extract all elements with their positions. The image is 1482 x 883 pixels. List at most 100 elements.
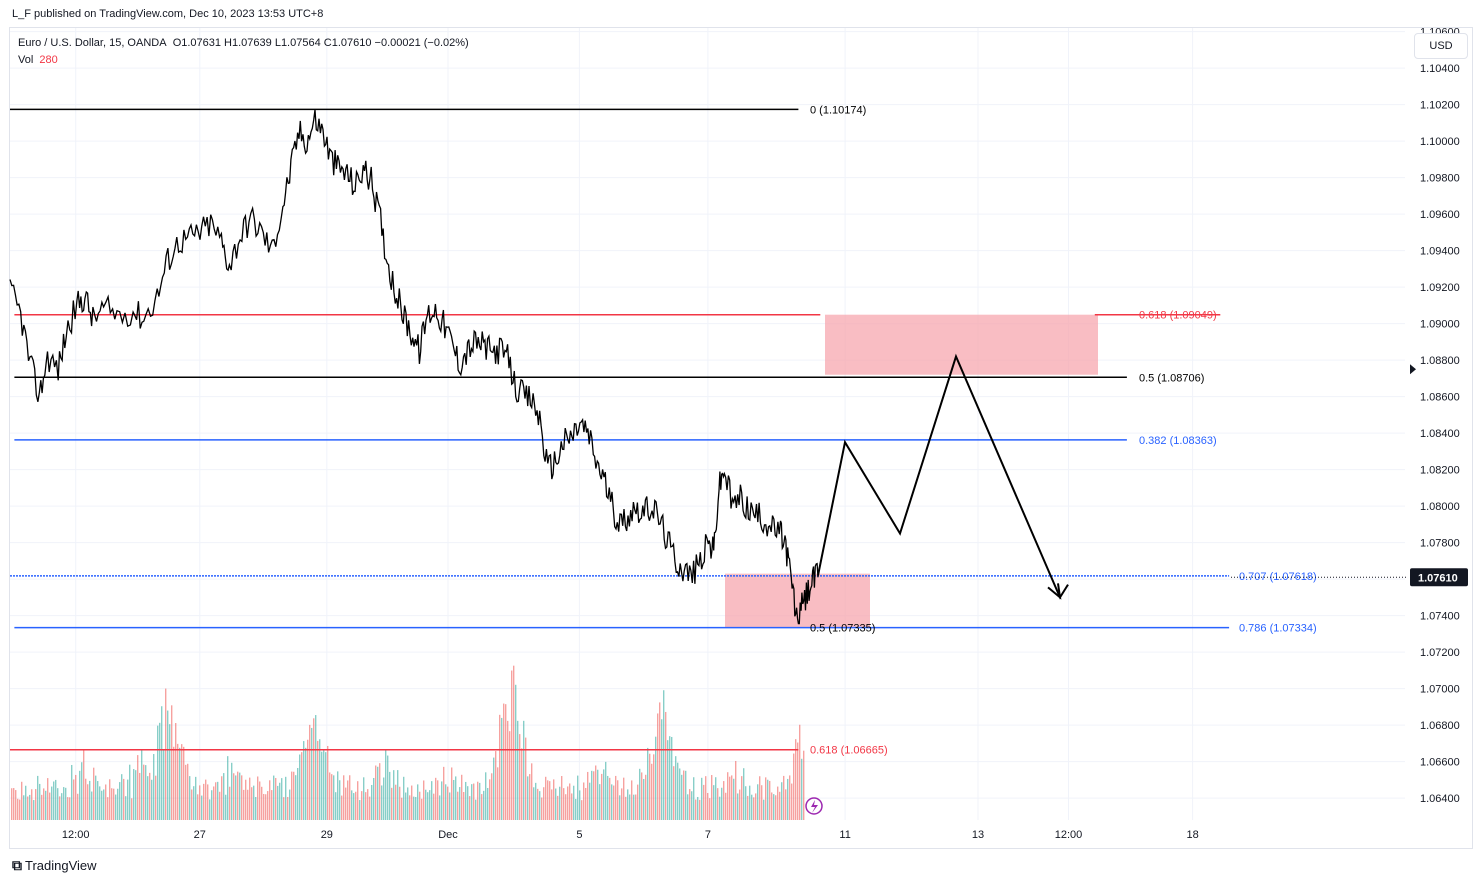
volume-bar	[703, 784, 705, 820]
volume-bar	[161, 706, 163, 820]
volume-bar	[31, 789, 33, 820]
volume-bar	[471, 784, 473, 820]
volume-bar	[383, 777, 385, 820]
volume-bar	[79, 770, 81, 820]
volume-bar	[329, 772, 331, 820]
volume-bar	[237, 771, 239, 820]
volume-bar	[115, 794, 117, 820]
volume-bar	[709, 798, 711, 820]
volume-bar	[61, 793, 63, 820]
volume-bar	[353, 793, 355, 820]
volume-bar	[799, 724, 801, 820]
last-price-badge	[1410, 568, 1468, 587]
volume-bar	[643, 778, 645, 820]
volume-bar	[437, 780, 439, 820]
volume-bar	[719, 796, 721, 820]
volume-bar	[647, 747, 649, 820]
volume-bar	[349, 775, 351, 820]
volume-bar	[619, 795, 621, 820]
volume-bar	[199, 785, 201, 820]
volume-bar	[603, 769, 605, 820]
legend-symbol: Euro / U.S. Dollar, 15, OANDA	[18, 37, 167, 49]
volume-bar	[287, 796, 289, 820]
volume-bar	[83, 750, 85, 820]
fib-zone	[825, 314, 1098, 375]
volume-bar	[513, 665, 515, 820]
volume-bar	[27, 796, 29, 820]
volume-bar	[521, 748, 523, 820]
volume-bar	[609, 777, 611, 820]
volume-bar	[371, 784, 373, 820]
volume-bar	[345, 787, 347, 820]
x-tick-label: 12:00	[62, 829, 90, 841]
volume-bar	[701, 777, 703, 820]
volume-bar	[321, 751, 323, 820]
y-tick-label: 1.06800	[1420, 720, 1460, 732]
volume-bar	[207, 784, 209, 820]
y-tick-label: 1.07200	[1420, 647, 1460, 659]
footer-brand[interactable]: ⧉ TradingView	[12, 857, 97, 874]
lightning-bolt-icon	[811, 800, 818, 813]
volume-bar	[37, 775, 39, 820]
volume-bar	[549, 781, 551, 820]
volume-bar	[585, 787, 587, 820]
volume-bar	[205, 779, 207, 820]
x-tick-label: Dec	[438, 829, 458, 841]
projection-path	[817, 353, 1069, 600]
price-series	[9, 109, 819, 625]
y-tick-label: 1.09200	[1420, 282, 1460, 294]
volume-bar	[351, 790, 353, 820]
volume-bar	[405, 792, 407, 820]
volume-bar	[455, 776, 457, 820]
volume-bar	[433, 793, 435, 820]
volume-bar	[727, 772, 729, 820]
volume-bar	[93, 767, 95, 820]
volume-bar	[311, 727, 313, 820]
volume-bar	[197, 794, 199, 820]
volume-bar	[695, 799, 697, 820]
volume-bar	[743, 768, 745, 820]
time-axis: 12:00 27 29 Dec 5 7 11 13 12:00 18	[62, 829, 1199, 841]
volume-bar	[261, 786, 263, 820]
volume-bar	[255, 796, 257, 820]
volume-bar	[629, 794, 631, 820]
volume-bar	[133, 769, 135, 820]
volume-bar	[163, 749, 165, 820]
volume-bar	[673, 766, 675, 820]
currency-button[interactable]: USD	[1414, 33, 1468, 59]
volume-bar	[391, 787, 393, 820]
volume-bar	[119, 782, 121, 820]
volume-bar	[337, 771, 339, 820]
volume-bar	[221, 776, 223, 820]
volume-bar	[565, 794, 567, 820]
volume-bar	[753, 797, 755, 820]
volume-bar	[501, 717, 503, 820]
volume-bar	[291, 771, 293, 820]
volume-bar	[325, 752, 327, 820]
volume-bar	[415, 796, 417, 820]
volume-bar	[717, 788, 719, 820]
volume-bar	[69, 797, 71, 820]
volume-bar	[489, 779, 491, 820]
volume-bar	[65, 787, 67, 820]
volume-bar	[87, 784, 89, 820]
volume-bar	[271, 790, 273, 820]
volume-bar	[783, 775, 785, 820]
axis-marker-icon	[1410, 364, 1416, 375]
volume-bar	[705, 776, 707, 820]
volume-bar	[663, 690, 665, 820]
volume-bar	[99, 786, 101, 820]
fib-label: 0.618 (1.06665)	[810, 745, 888, 757]
volume-bar	[495, 751, 497, 820]
volume-bar	[247, 789, 249, 820]
volume-bar	[299, 754, 301, 820]
volume-bar	[297, 767, 299, 820]
volume-bar	[313, 718, 315, 820]
volume-bar	[179, 747, 181, 820]
y-tick-label: 1.08400	[1420, 428, 1460, 440]
volume-bar	[641, 772, 643, 820]
volume-bar	[537, 788, 539, 820]
volume-bar	[577, 775, 579, 820]
volume-bar	[125, 796, 127, 820]
